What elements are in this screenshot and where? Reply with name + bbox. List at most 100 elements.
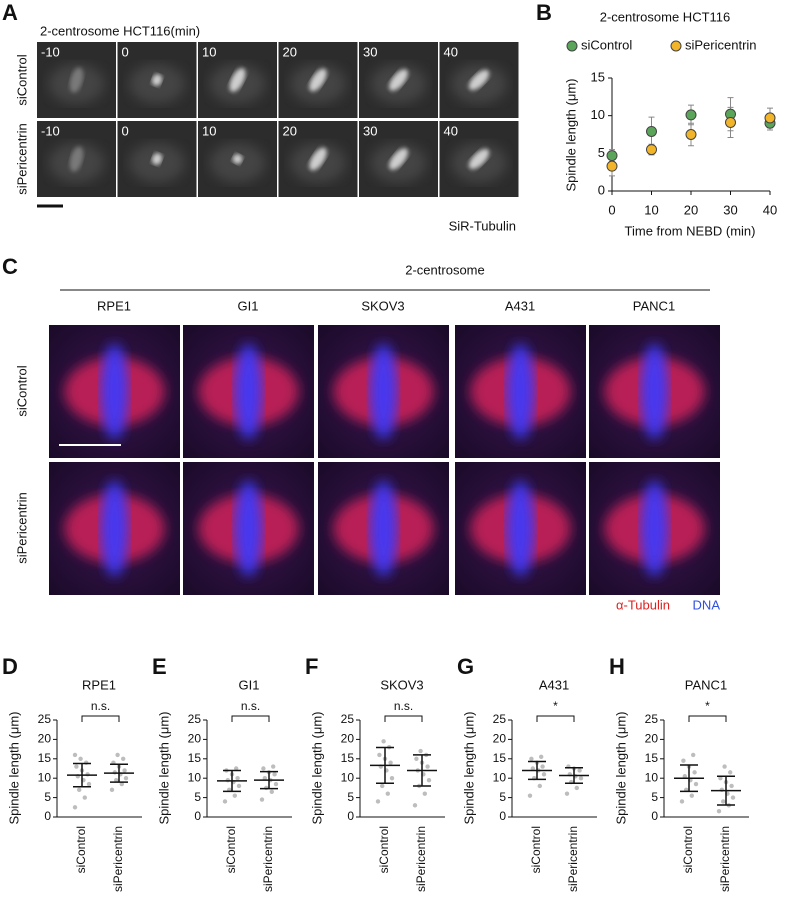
- y-tick-label: 25: [188, 712, 202, 726]
- column-label: PANC1: [633, 298, 675, 313]
- spindle: [468, 148, 490, 170]
- data-point: [537, 783, 542, 789]
- data-point: [729, 783, 734, 789]
- data-point: [112, 770, 118, 775]
- x-axis-label: Time from NEBD (min): [625, 223, 756, 238]
- x-tick-label: siPericentrin: [111, 826, 125, 892]
- image-tile: -10: [37, 121, 116, 197]
- x-tick-label: siControl: [529, 826, 543, 873]
- significance-label: *: [553, 699, 558, 713]
- image-tile: 40: [439, 42, 519, 118]
- significance-bracket: [384, 715, 423, 722]
- row-label: siControl: [14, 54, 29, 105]
- data-point: [389, 776, 395, 781]
- y-axis-label: Spindle length (μm): [563, 79, 578, 192]
- time-label: 30: [363, 123, 377, 138]
- spindle: [309, 68, 327, 92]
- data-point: [72, 805, 78, 810]
- x-tick-label: siPericentrin: [718, 826, 732, 892]
- point: [646, 144, 657, 156]
- image-tile: [589, 325, 720, 458]
- image-tile: [455, 462, 586, 595]
- spindle: [232, 154, 243, 164]
- spindle: [468, 69, 490, 91]
- panel-letter: E: [152, 654, 167, 679]
- data-point: [719, 787, 724, 793]
- data-point: [578, 776, 584, 781]
- time-label: -10: [41, 123, 60, 138]
- data-point: [86, 781, 92, 787]
- significance-bracket: [688, 715, 727, 722]
- dna: [234, 480, 263, 577]
- y-tick-label: 15: [591, 69, 605, 84]
- panel-letter: A: [2, 0, 18, 25]
- panel-title: 2-centrosome: [405, 262, 484, 277]
- panel-letter: H: [609, 654, 625, 679]
- image-tile: [455, 325, 586, 458]
- data-point: [388, 760, 393, 765]
- column-label: RPE1: [97, 298, 131, 313]
- row-label: siControl: [14, 365, 29, 416]
- chart-title: RPE1: [82, 677, 116, 692]
- dna: [640, 343, 669, 440]
- time-label: 40: [444, 123, 458, 138]
- y-tick-label: 15: [188, 751, 202, 765]
- y-tick-label: 5: [499, 790, 506, 804]
- point: [606, 150, 618, 162]
- dna: [640, 480, 669, 577]
- data-point: [527, 793, 533, 798]
- legend-label: siControl: [581, 37, 632, 52]
- point: [764, 112, 776, 124]
- x-tick-label: siControl: [224, 826, 238, 873]
- x-tick-label: 10: [644, 202, 658, 217]
- chart-title: 2-centrosome HCT116: [600, 9, 731, 24]
- image-tile: 0: [117, 42, 197, 118]
- y-tick-label: 20: [493, 732, 507, 746]
- y-tick-label: 5: [194, 790, 201, 804]
- dna: [506, 343, 535, 440]
- data-point: [716, 808, 722, 814]
- data-point: [262, 776, 267, 781]
- time-label: 40: [444, 44, 458, 59]
- data-point: [261, 766, 266, 771]
- data-point: [381, 739, 386, 744]
- row-label: siPericentrin: [14, 492, 29, 564]
- significance-bracket: [81, 715, 120, 722]
- time-label: 20: [283, 44, 297, 59]
- data-point: [418, 748, 423, 754]
- significance-bracket: [231, 715, 270, 722]
- data-point: [119, 781, 125, 787]
- image-tile: 0: [117, 121, 197, 197]
- panel-letter: C: [2, 254, 18, 279]
- data-point: [271, 764, 276, 769]
- y-tick-label: 20: [341, 732, 355, 746]
- data-point: [85, 772, 90, 777]
- y-tick-label: 5: [651, 790, 658, 804]
- y-tick-label: 15: [493, 751, 507, 765]
- spindle: [229, 68, 246, 92]
- data-point: [693, 781, 699, 787]
- y-tick-label: 0: [499, 809, 506, 823]
- y-axis-label: Spindle length (μm): [156, 712, 171, 825]
- data-point: [236, 783, 242, 789]
- significance-label: n.s.: [241, 699, 260, 713]
- x-tick-label: 30: [723, 202, 737, 217]
- point: [606, 160, 618, 172]
- y-tick-label: 0: [44, 809, 51, 823]
- y-tick-label: 25: [38, 712, 52, 726]
- y-tick-label: 15: [341, 751, 355, 765]
- y-tick-label: 10: [493, 770, 507, 784]
- y-tick-label: 25: [493, 712, 507, 726]
- legend-label: siPericentrin: [685, 37, 757, 52]
- x-tick-label: 0: [608, 202, 615, 217]
- dna: [369, 343, 398, 440]
- time-label: 0: [122, 123, 129, 138]
- time-label: 10: [202, 123, 216, 138]
- dna: [369, 480, 398, 577]
- data-point: [530, 766, 535, 771]
- stain-label: SiR-Tubulin: [449, 218, 516, 233]
- y-tick-label: 10: [188, 770, 202, 784]
- time-label: 10: [202, 44, 216, 59]
- chart-title: GI1: [239, 677, 260, 692]
- legend-swatch: [670, 40, 682, 52]
